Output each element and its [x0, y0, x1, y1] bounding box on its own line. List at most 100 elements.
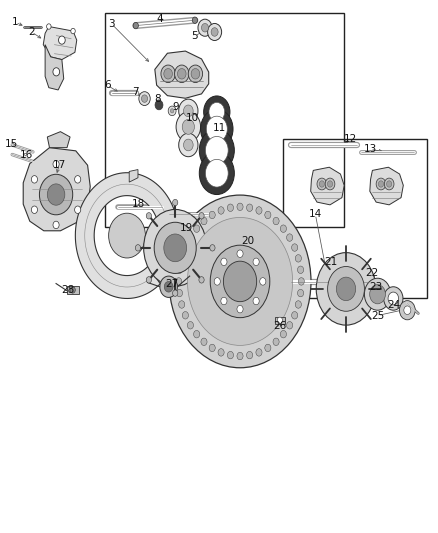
- Circle shape: [182, 244, 188, 251]
- Circle shape: [325, 178, 335, 190]
- Circle shape: [404, 306, 411, 314]
- Circle shape: [173, 199, 178, 206]
- Circle shape: [223, 261, 257, 302]
- Circle shape: [209, 211, 215, 219]
- Circle shape: [176, 112, 201, 142]
- Circle shape: [376, 178, 386, 190]
- Text: 8: 8: [154, 94, 161, 103]
- Polygon shape: [311, 167, 344, 205]
- Circle shape: [227, 204, 233, 212]
- Circle shape: [237, 250, 243, 257]
- Circle shape: [188, 65, 203, 83]
- Circle shape: [139, 92, 150, 106]
- Circle shape: [210, 245, 215, 251]
- Circle shape: [199, 129, 234, 172]
- Circle shape: [53, 160, 59, 168]
- Circle shape: [146, 277, 152, 283]
- Bar: [67, 286, 79, 294]
- Text: 10: 10: [186, 114, 199, 123]
- Circle shape: [191, 69, 200, 79]
- Text: 7: 7: [132, 87, 139, 96]
- Circle shape: [295, 301, 301, 308]
- Circle shape: [256, 349, 262, 356]
- Circle shape: [298, 278, 304, 285]
- Text: 28: 28: [61, 286, 74, 295]
- Circle shape: [199, 213, 204, 219]
- Circle shape: [237, 352, 243, 360]
- Circle shape: [237, 203, 243, 211]
- Circle shape: [199, 277, 204, 283]
- Circle shape: [164, 281, 173, 292]
- Circle shape: [384, 178, 394, 190]
- Circle shape: [280, 330, 286, 338]
- Circle shape: [173, 290, 178, 296]
- Text: 15: 15: [4, 139, 18, 149]
- Circle shape: [292, 244, 298, 251]
- Circle shape: [155, 100, 163, 110]
- Text: 16: 16: [20, 150, 33, 159]
- Circle shape: [297, 266, 304, 273]
- Text: 5: 5: [191, 31, 198, 41]
- Circle shape: [176, 278, 182, 285]
- Circle shape: [297, 289, 304, 297]
- Circle shape: [160, 276, 177, 297]
- Circle shape: [319, 181, 325, 187]
- Circle shape: [384, 287, 403, 310]
- Circle shape: [286, 234, 293, 241]
- Circle shape: [177, 289, 183, 297]
- Circle shape: [205, 159, 228, 187]
- Circle shape: [70, 287, 75, 293]
- Circle shape: [209, 102, 225, 122]
- Text: 21: 21: [324, 257, 337, 267]
- Circle shape: [175, 65, 189, 83]
- Text: 14: 14: [309, 209, 322, 219]
- Circle shape: [328, 181, 332, 187]
- Circle shape: [201, 338, 207, 345]
- Circle shape: [209, 344, 215, 352]
- Circle shape: [253, 297, 259, 305]
- Circle shape: [388, 292, 399, 305]
- Text: 9: 9: [172, 102, 179, 111]
- Text: 18: 18: [131, 199, 145, 208]
- Circle shape: [179, 99, 198, 123]
- Circle shape: [164, 69, 173, 79]
- Text: 12: 12: [344, 134, 357, 143]
- Text: 19: 19: [180, 223, 193, 233]
- Circle shape: [168, 106, 176, 116]
- Circle shape: [211, 28, 218, 36]
- Circle shape: [378, 181, 384, 187]
- Circle shape: [260, 278, 266, 285]
- Circle shape: [179, 133, 198, 157]
- Circle shape: [135, 245, 141, 251]
- Polygon shape: [47, 132, 70, 148]
- Text: 26: 26: [273, 321, 286, 331]
- Circle shape: [201, 109, 233, 149]
- Circle shape: [194, 330, 200, 338]
- Circle shape: [286, 321, 293, 329]
- Circle shape: [141, 95, 148, 102]
- Polygon shape: [155, 51, 208, 98]
- Circle shape: [221, 297, 227, 305]
- Circle shape: [256, 207, 262, 214]
- Text: 22: 22: [366, 268, 379, 278]
- Circle shape: [253, 258, 259, 265]
- Polygon shape: [45, 45, 64, 90]
- Circle shape: [210, 245, 270, 318]
- Circle shape: [201, 23, 208, 32]
- Circle shape: [32, 206, 38, 213]
- Circle shape: [184, 105, 193, 117]
- Polygon shape: [43, 27, 77, 60]
- Circle shape: [237, 305, 243, 313]
- Circle shape: [265, 211, 271, 219]
- Circle shape: [169, 195, 311, 368]
- Circle shape: [317, 178, 327, 190]
- Circle shape: [387, 181, 392, 187]
- Circle shape: [47, 184, 65, 205]
- Text: 24: 24: [388, 300, 401, 310]
- Text: 6: 6: [104, 80, 111, 90]
- Circle shape: [182, 119, 194, 134]
- Circle shape: [194, 225, 200, 232]
- Circle shape: [206, 116, 227, 142]
- Circle shape: [74, 176, 81, 183]
- Circle shape: [179, 301, 185, 308]
